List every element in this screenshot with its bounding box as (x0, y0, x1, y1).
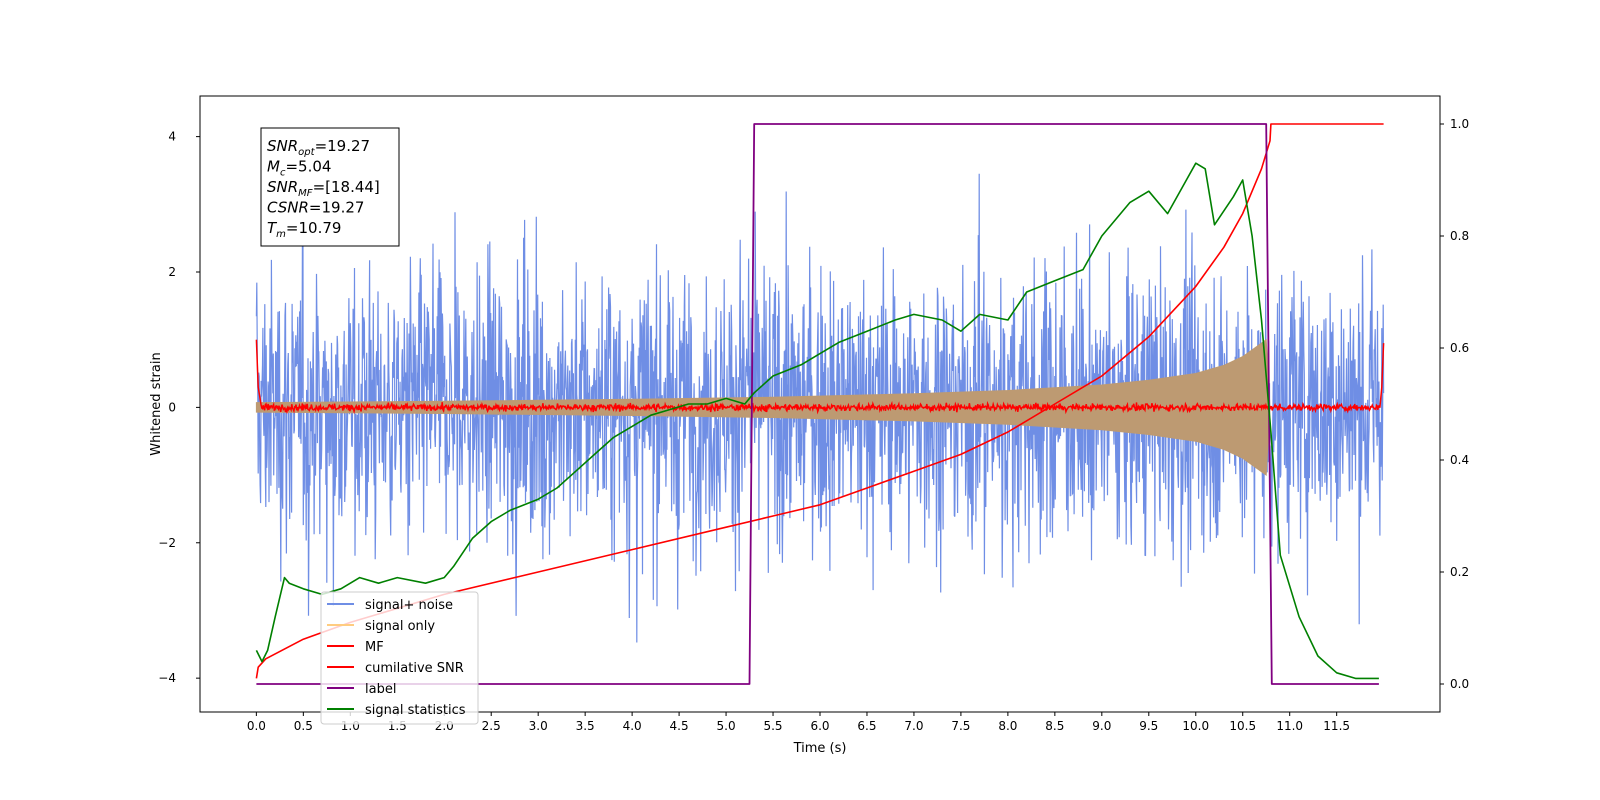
x-tick-label: 6.5 (857, 719, 876, 733)
annotation-box: SNRopt=19.27Mc=5.04SNRMF=[18.44]CSNR=19.… (260, 127, 400, 247)
y-tick-label: 2 (168, 265, 176, 279)
x-tick-label: 5.5 (763, 719, 782, 733)
series-mf (255, 339, 1385, 415)
x-tick-label: 2.5 (482, 719, 501, 733)
y2-tick-label: 0.2 (1450, 565, 1469, 579)
annotation-line: Mc=5.04 (267, 158, 331, 179)
x-tick-label: 9.0 (1092, 719, 1111, 733)
legend-label: cumilative SNR (365, 661, 464, 676)
x-tick-label: 11.5 (1323, 719, 1350, 733)
y-tick-label: 4 (168, 130, 176, 144)
annotation-line: SNRMF=[18.44] (267, 178, 380, 199)
x-tick-label: 0.0 (247, 719, 266, 733)
legend-label: signal+ noise (365, 598, 453, 613)
x-tick-label: 7.0 (904, 719, 923, 733)
x-tick-label: 3.5 (576, 719, 595, 733)
x-tick-label: 4.5 (670, 719, 689, 733)
x-tick-label: 10.5 (1229, 719, 1256, 733)
annotation-line: Tm=10.79 (267, 219, 341, 240)
y-axis-label: Whitened strain (149, 352, 164, 455)
x-tick-label: 7.5 (951, 719, 970, 733)
series-signal-statistics (255, 162, 1379, 680)
y2-tick-label: 1.0 (1450, 117, 1469, 131)
annotation-frame (260, 127, 400, 247)
y2-tick-label: 0.4 (1450, 453, 1469, 467)
legend-label: label (365, 682, 396, 697)
legend-label: signal only (365, 619, 435, 634)
x-tick-label: 11.0 (1276, 719, 1303, 733)
annotation-line: SNRopt=19.27 (267, 137, 370, 158)
x-tick-label: 6.0 (810, 719, 829, 733)
x-tick-label: 5.0 (717, 719, 736, 733)
x-tick-label: 4.0 (623, 719, 642, 733)
annotation-line: CSNR=19.27 (267, 199, 364, 217)
series-label (256, 123, 1379, 685)
legend-label: MF (365, 640, 384, 655)
x-tick-label: 0.5 (294, 719, 313, 733)
x-tick-label: 3.0 (529, 719, 548, 733)
y-tick-label: 0 (168, 400, 176, 414)
y2-tick-label: 0.8 (1450, 229, 1469, 243)
legend-frame (320, 591, 479, 725)
y2-tick-label: 0.0 (1450, 677, 1469, 691)
y-tick-label: −2 (158, 536, 176, 550)
x-tick-label: 10.0 (1182, 719, 1209, 733)
x-tick-label: 8.5 (1045, 719, 1064, 733)
x-tick-label: 8.0 (998, 719, 1017, 733)
series-signal-noise (255, 173, 1385, 643)
y-tick-label: −4 (158, 671, 176, 685)
x-axis-label: Time (s) (793, 741, 847, 756)
legend-label: signal statistics (365, 703, 466, 718)
x-tick-label: 9.5 (1139, 719, 1158, 733)
y2-tick-label: 0.6 (1450, 341, 1469, 355)
legend: signal+ noise signal only MF cumilative SNR… (320, 591, 479, 725)
